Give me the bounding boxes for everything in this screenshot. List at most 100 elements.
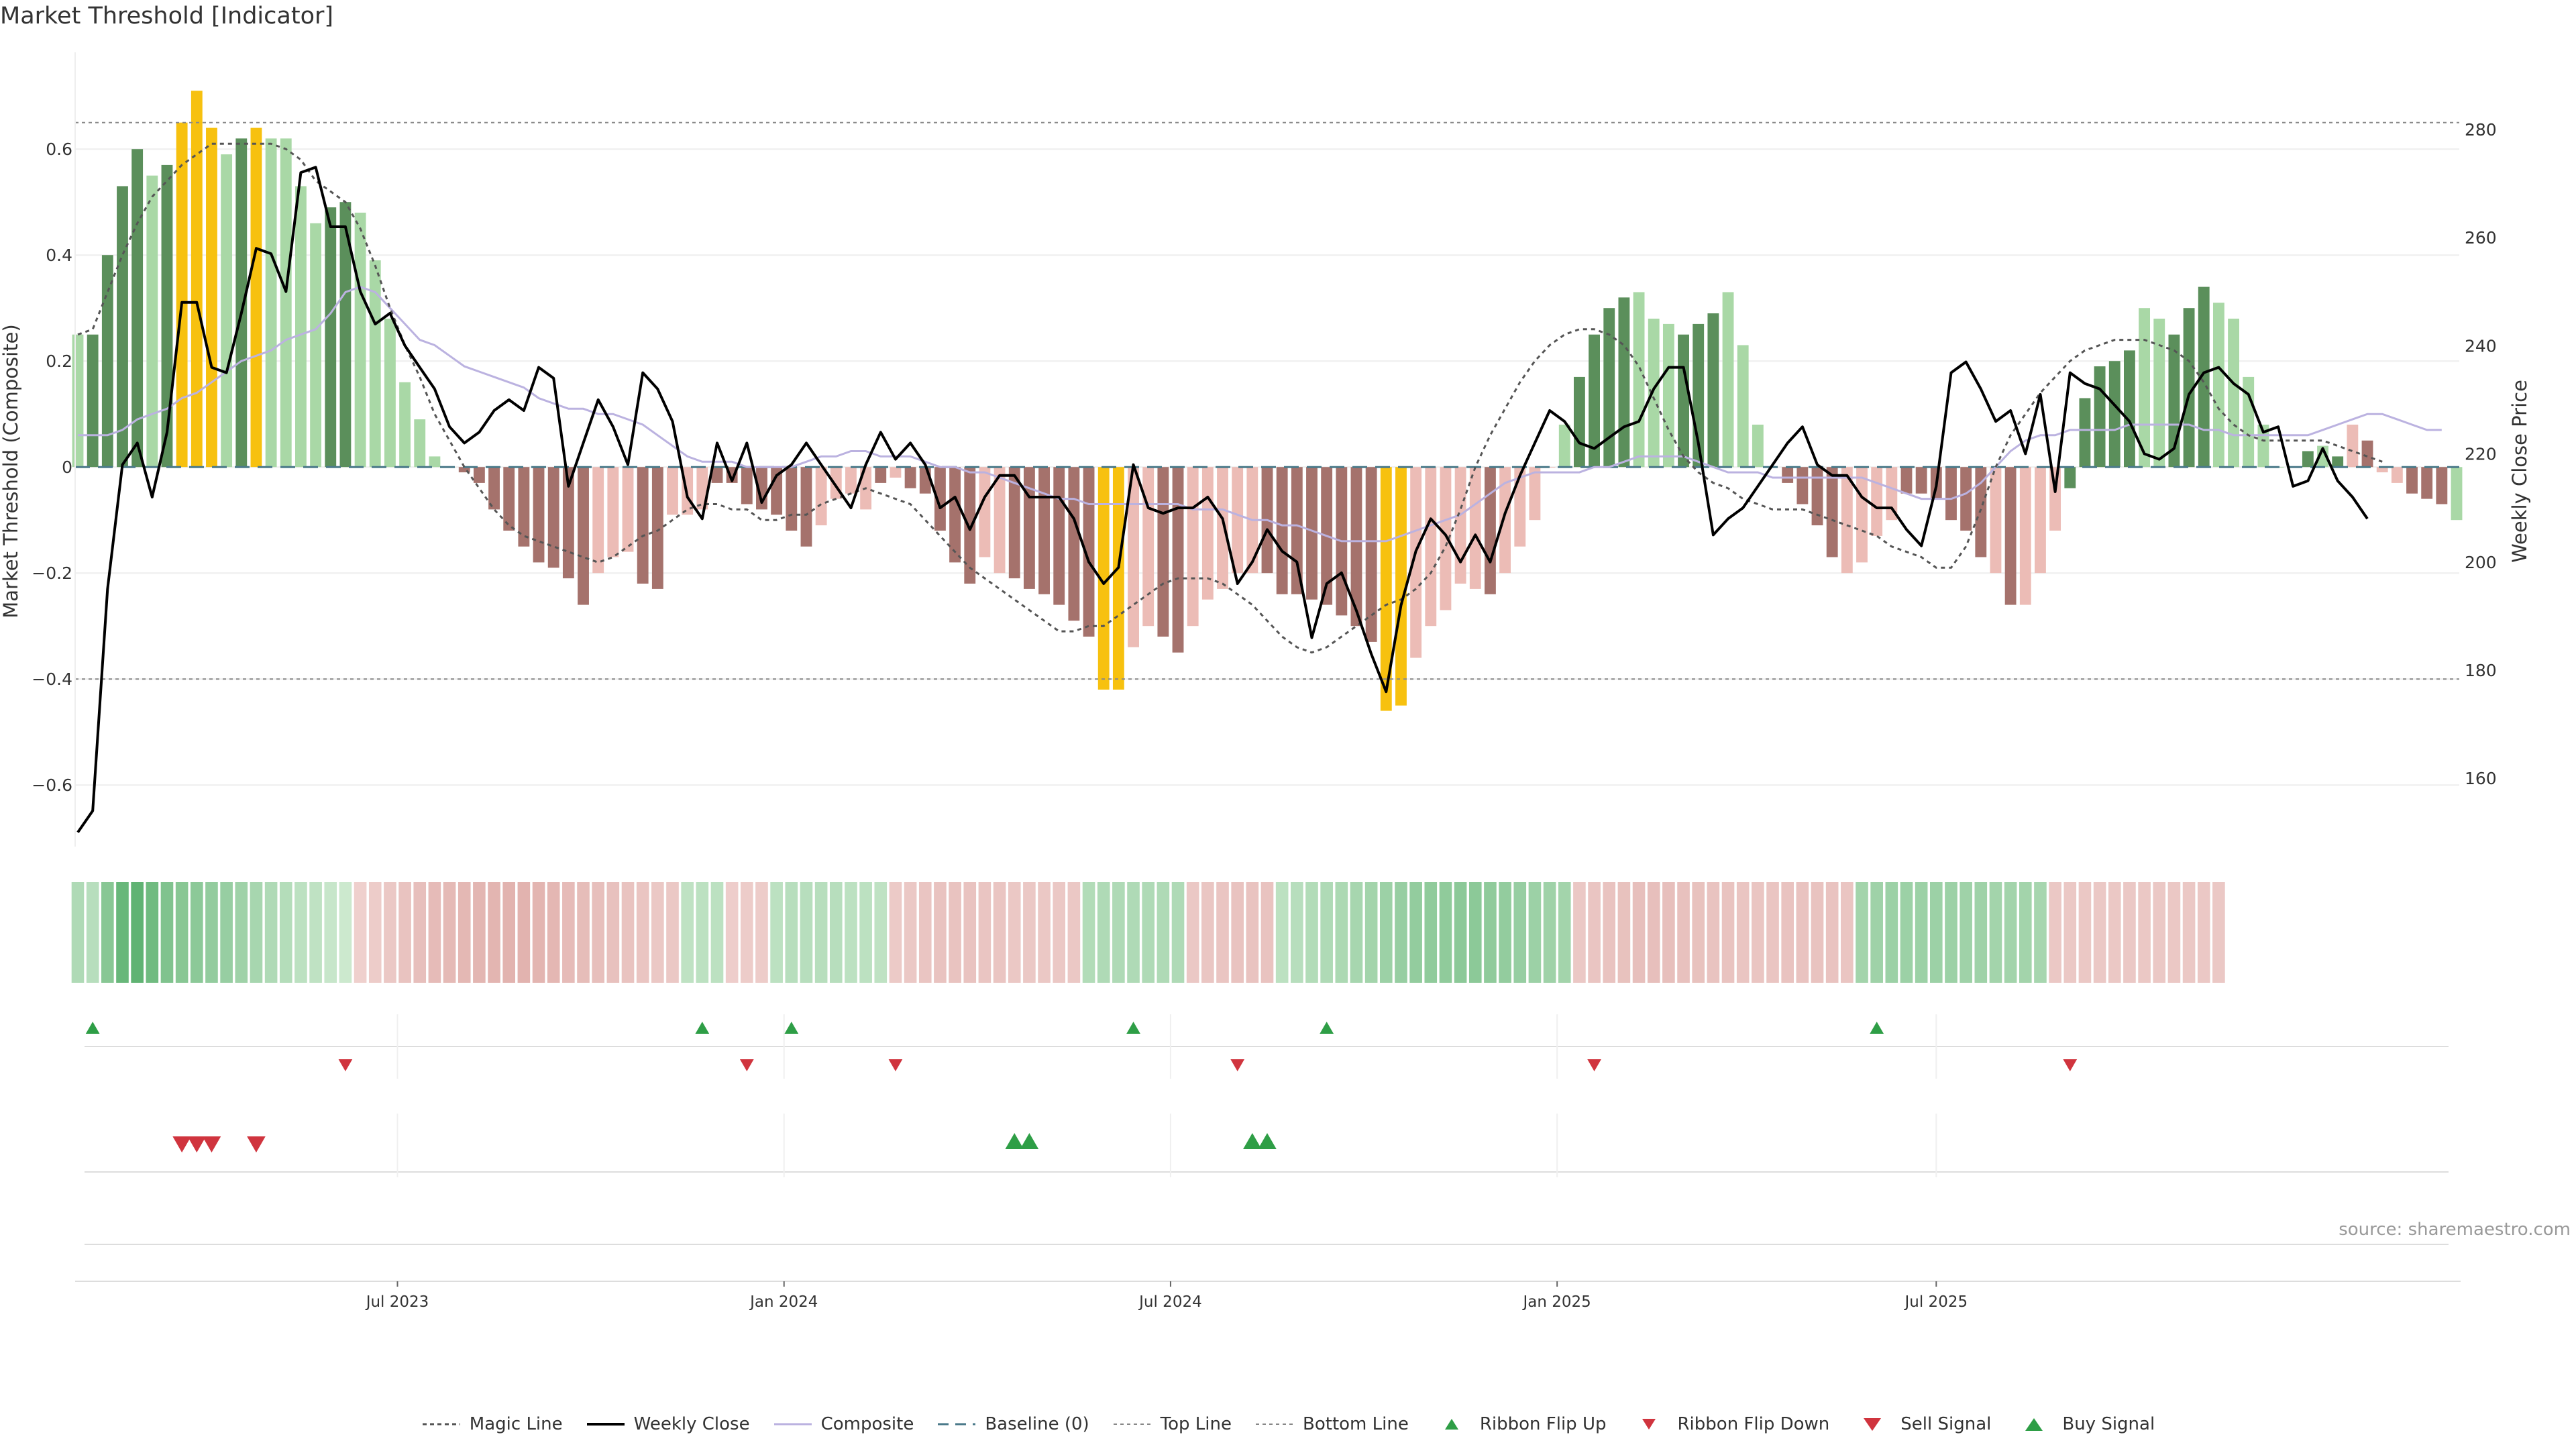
composite-bar	[1589, 334, 1600, 468]
sell-signal-marker	[202, 1136, 221, 1152]
ribbon-cell	[220, 882, 233, 983]
composite-bar	[1514, 467, 1526, 547]
ribbon-cell	[146, 882, 159, 983]
composite-bar	[578, 467, 589, 605]
composite-bar	[1038, 467, 1050, 594]
ribbon-cell	[814, 882, 828, 983]
y2-tick-label: 220	[2465, 445, 2497, 464]
composite-bar	[176, 122, 188, 468]
composite-bar	[547, 467, 559, 568]
ribbon-cell	[696, 882, 709, 983]
sell-signal-marker	[172, 1136, 191, 1152]
y2-tick-label: 240	[2465, 336, 2497, 356]
y-tick-label: −0.2	[32, 564, 72, 583]
composite-bar	[651, 467, 663, 589]
ribbon-cell	[398, 882, 411, 983]
ribbon-cell	[2108, 882, 2121, 983]
y2-tick-label: 160	[2465, 769, 2497, 788]
legend-item-bottom: Bottom Line	[1254, 1414, 1409, 1434]
composite-bar	[1960, 467, 1972, 531]
composite-bar	[1440, 467, 1452, 610]
ribbon-cell	[1395, 882, 1407, 983]
composite-bar	[1871, 467, 1883, 536]
ribbon-flip-up-marker	[1870, 1022, 1884, 1034]
composite-bar	[741, 467, 753, 504]
composite-bar	[1856, 467, 1868, 563]
ribbon-cell	[2019, 882, 2032, 983]
ribbon-cell	[993, 882, 1006, 983]
composite-bar	[1826, 467, 1838, 557]
ribbon-cell	[1960, 882, 1972, 983]
composite-bar	[1172, 467, 1184, 653]
ribbon-cell	[636, 882, 649, 983]
line-layer	[75, 121, 2459, 833]
composite-bar	[1454, 467, 1466, 584]
composite-bar	[711, 467, 723, 483]
ribbon-cell	[606, 882, 620, 983]
composite-bar	[1633, 292, 1645, 468]
composite-bar	[1112, 467, 1124, 690]
ribbon-cell	[1171, 882, 1185, 983]
chart-area: −0.6 −0.4 −0.2 0 0.2 0.4 0.6 160 180 200 220 240 260…	[0, 52, 2531, 1311]
ribbon-flip-down-marker	[1230, 1059, 1245, 1071]
ribbon-cell	[1573, 882, 1586, 983]
y2-tick-label: 260	[2465, 228, 2497, 248]
ribbon-cell	[2153, 882, 2166, 983]
legend-label: Ribbon Flip Up	[1479, 1414, 1607, 1434]
y-tick-label: −0.6	[32, 775, 72, 795]
x-tick-label: Jan 2024	[749, 1293, 818, 1311]
ribbon-cell	[86, 882, 99, 983]
composite-bar	[384, 319, 396, 468]
ribbon-flip-down-marker	[1587, 1059, 1601, 1071]
composite-bar	[2228, 319, 2239, 468]
legend-swatch-flipdown	[1642, 1419, 1656, 1430]
legend-label: Sell Signal	[1900, 1414, 1992, 1434]
composite-bar	[235, 138, 248, 468]
buy-signal-marker	[1258, 1133, 1277, 1149]
composite-bar	[1707, 313, 1719, 468]
ribbon-cell	[1142, 882, 1155, 983]
ribbon-cell	[1513, 882, 1527, 983]
ribbon-cell	[755, 882, 768, 983]
composite-bar	[518, 467, 530, 547]
composite-bar	[399, 382, 411, 468]
x-tick-label: Jan 2025	[1522, 1293, 1591, 1311]
legend-item-flipup: Ribbon Flip Up	[1432, 1414, 1607, 1434]
composite-bar	[1544, 467, 1556, 468]
ribbon-cell	[651, 882, 664, 983]
ribbon-cell	[324, 882, 337, 983]
ribbon-cell	[1409, 882, 1422, 983]
y2-tick-label: 200	[2465, 553, 2497, 572]
ribbon-cell	[1974, 882, 1988, 983]
composite-bar	[1900, 467, 1913, 494]
ribbon-cell	[368, 882, 382, 983]
ribbon-cell	[1468, 882, 1482, 983]
ribbon-cell	[1112, 882, 1125, 983]
composite-bar	[1529, 467, 1541, 521]
composite-bar	[2094, 366, 2106, 468]
composite-bar	[667, 467, 678, 515]
ribbon-flip-up-marker	[1320, 1022, 1334, 1034]
composite-bar	[1782, 467, 1794, 483]
composite-bar	[1499, 467, 1511, 574]
composite-bar	[934, 467, 946, 531]
ribbon-cell	[829, 882, 843, 983]
chart-title: Market Threshold [Indicator]	[0, 3, 334, 30]
legend-swatch-buy	[2025, 1418, 2043, 1431]
legend-marker	[1444, 1419, 1458, 1430]
composite-bar	[1217, 467, 1228, 589]
ribbon-cell	[1067, 882, 1081, 983]
ribbon-cell	[1305, 882, 1318, 983]
ribbon-cell	[2197, 882, 2210, 983]
composite-bar	[1558, 425, 1570, 468]
ribbon-cell	[235, 882, 248, 983]
ribbon-cell	[1736, 882, 1750, 983]
legend-label: Top Line	[1160, 1414, 1232, 1434]
buy-signal-marker	[1005, 1133, 1024, 1149]
ribbon-cell	[413, 882, 427, 983]
ribbon-cell	[1379, 882, 1393, 983]
composite-bar	[2302, 451, 2314, 468]
ribbon-cell	[1454, 882, 1467, 983]
ribbon-cell	[1499, 882, 1511, 983]
composite-bar	[1142, 467, 1155, 627]
